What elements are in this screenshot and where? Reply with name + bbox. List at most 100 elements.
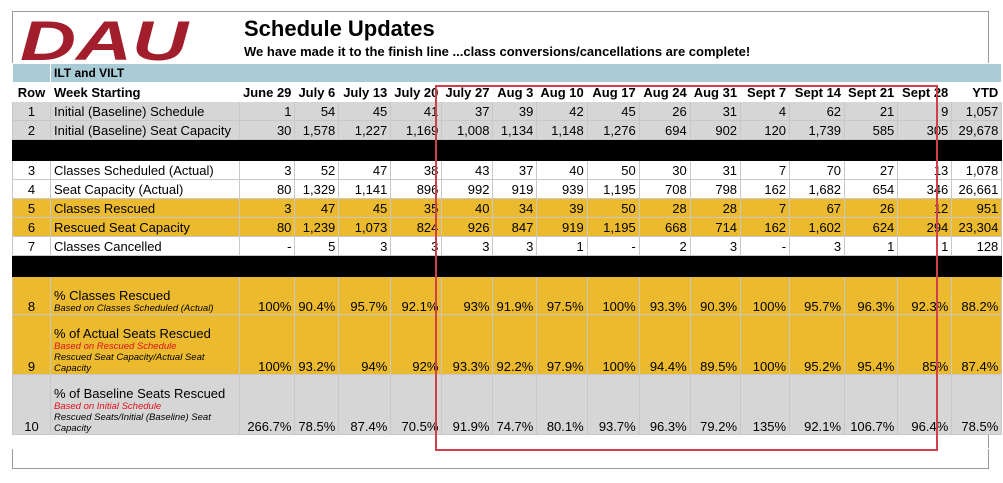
data-cell: 162 <box>740 217 791 237</box>
data-cell: 1 <box>238 101 296 121</box>
dau-logo: DAU <box>20 13 190 65</box>
data-cell: 1,276 <box>586 120 640 140</box>
data-cell: 1,227 <box>338 120 392 140</box>
data-cell: 3 <box>789 236 846 256</box>
column-header-week: July 20 <box>390 82 443 102</box>
data-cell: 100% <box>740 314 791 375</box>
data-cell: 40 <box>536 160 588 180</box>
data-cell: 85% <box>897 314 953 375</box>
data-cell: 94.4% <box>638 314 691 375</box>
table-row: 7 Classes Cancelled -5 3 3 3 3 1-2 3-3 1 1 128 <box>12 236 1003 256</box>
separator-cell <box>11 139 1003 161</box>
data-cell: 87.4% <box>338 374 392 435</box>
data-cell: 1,578 <box>294 120 340 140</box>
data-cell: 93% <box>441 276 494 315</box>
data-cell: 1 <box>897 236 953 256</box>
data-cell: 30 <box>638 160 691 180</box>
data-cell: 1,148 <box>536 120 588 140</box>
data-cell: 93.2% <box>294 314 340 375</box>
data-cell: 4 <box>740 101 791 121</box>
column-header-week: June 29 <box>238 82 296 102</box>
table-row: 4 Seat Capacity (Actual) 80 1,329 1,141 896 99… <box>12 179 1003 199</box>
row-label: % of Baseline Seats Rescued Based on Init… <box>50 374 240 435</box>
data-cell: 37 <box>492 160 538 180</box>
data-cell: 47 <box>338 160 392 180</box>
row-label: % Classes Rescued Based on Classes Schedu… <box>50 276 240 315</box>
data-cell: 78.5% <box>294 374 340 435</box>
data-cell: 120 <box>740 120 791 140</box>
table-row: 9% of Actual Seats Rescued Based on Rescu… <box>12 314 1003 375</box>
data-cell: 91.9% <box>492 276 538 315</box>
data-cell: 45 <box>586 101 640 121</box>
data-cell: 2 <box>638 236 691 256</box>
data-cell: 3 <box>441 236 494 256</box>
table-row: 8% Classes Rescued Based on Classes Sched… <box>12 276 1003 315</box>
data-cell: - <box>586 236 640 256</box>
column-header-row: Row <box>12 82 51 102</box>
data-cell: 7 <box>740 160 791 180</box>
data-cell: 92.1% <box>390 276 443 315</box>
data-cell: 80.1% <box>536 374 588 435</box>
table-row: 5 Classes Rescued 3 47 45 35 40 34 39 50 28 28 7 67 26… <box>12 198 1003 218</box>
data-cell: 95.7% <box>789 276 846 315</box>
separator-row <box>11 255 1003 277</box>
row-label-title: % of Baseline Seats Rescued <box>54 386 226 401</box>
data-cell: 7 <box>740 198 791 218</box>
svg-text:DAU: DAU <box>20 13 190 65</box>
row-label: Initial (Baseline) Seat Capacity <box>50 120 240 140</box>
column-header-week: Aug 3 <box>492 82 538 102</box>
data-cell: 31 <box>689 160 742 180</box>
trailing-spacer-row <box>11 434 1003 449</box>
spacer-cell <box>11 434 1003 449</box>
ytd-cell: 88.2% <box>951 276 1003 315</box>
data-cell: 135% <box>740 374 791 435</box>
row-label-red-note: Based on Rescued Schedule <box>54 341 177 352</box>
column-header-week: Sept 14 <box>789 82 846 102</box>
data-cell: - <box>238 236 296 256</box>
data-cell: 266.7% <box>238 374 296 435</box>
data-cell: 798 <box>689 179 742 199</box>
data-cell: 80 <box>238 217 296 237</box>
data-cell: 1,195 <box>586 217 640 237</box>
data-cell: 3 <box>689 236 742 256</box>
separator-row <box>11 139 1003 161</box>
data-cell: 80 <box>238 179 296 199</box>
data-cell: 39 <box>536 198 588 218</box>
data-cell: 1,134 <box>492 120 538 140</box>
data-cell: 100% <box>740 276 791 315</box>
data-cell: 27 <box>844 160 899 180</box>
data-cell: 896 <box>390 179 443 199</box>
data-cell: 1 <box>536 236 588 256</box>
row-label-note: Rescued Seat Capacity/Actual Seat Capaci… <box>54 352 205 374</box>
ytd-cell: 29,678 <box>951 120 1003 140</box>
data-cell: 45 <box>338 101 392 121</box>
section-label: ILT and VILT <box>49 63 1003 83</box>
table-row: 3 Classes Scheduled (Actual) 3 52 47 38 43 37 40… <box>12 160 1003 180</box>
data-cell: 93.3% <box>441 314 494 375</box>
data-cell: 93.7% <box>586 374 640 435</box>
data-cell: 40 <box>441 198 494 218</box>
data-cell: 162 <box>740 179 791 199</box>
data-cell: 1,073 <box>338 217 392 237</box>
data-cell: 1 <box>844 236 899 256</box>
row-label: Classes Scheduled (Actual) <box>50 160 240 180</box>
data-cell: 106.7% <box>844 374 899 435</box>
data-cell: 96.3% <box>638 374 691 435</box>
data-cell: 28 <box>689 198 742 218</box>
row-label-red-note: Based on Initial Schedule <box>54 401 162 412</box>
data-cell: 74.7% <box>492 374 538 435</box>
data-cell: 1,008 <box>441 120 494 140</box>
data-cell: 96.4% <box>897 374 953 435</box>
data-cell: 624 <box>844 217 899 237</box>
data-cell: 305 <box>897 120 953 140</box>
row-number: 4 <box>12 179 51 199</box>
data-cell: 38 <box>390 160 443 180</box>
data-cell: 1,602 <box>789 217 846 237</box>
data-cell: 34 <box>492 198 538 218</box>
band-spacer <box>12 63 51 83</box>
data-cell: 50 <box>586 160 640 180</box>
data-cell: 919 <box>536 217 588 237</box>
data-cell: 41 <box>390 101 443 121</box>
column-header-label: Week Starting <box>50 82 240 102</box>
row-number: 1 <box>12 101 51 121</box>
